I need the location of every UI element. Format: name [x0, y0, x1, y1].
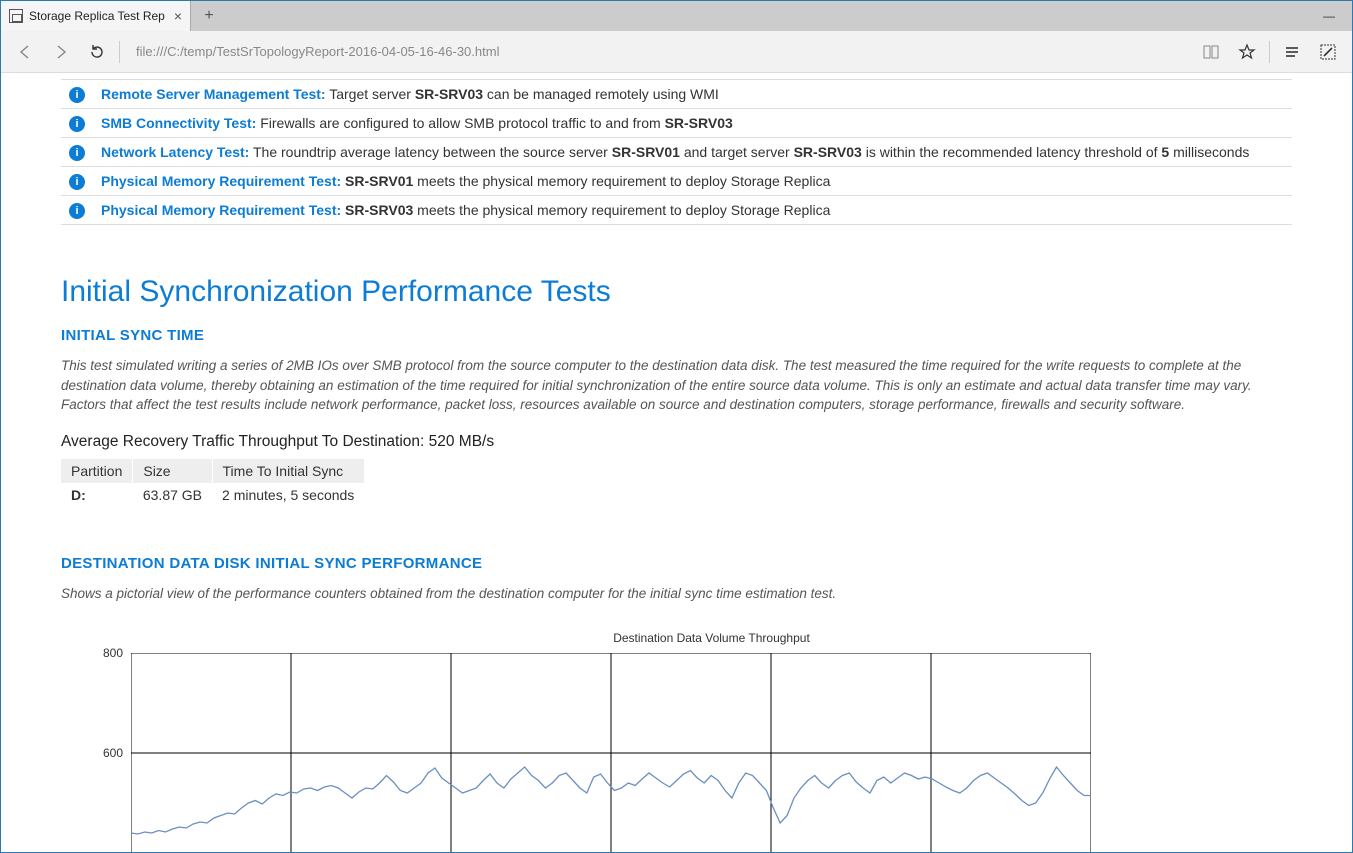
new-tab-button[interactable]: +	[191, 1, 227, 31]
test-text: SMB Connectivity Test: Firewalls are con…	[93, 109, 1292, 138]
back-button[interactable]	[11, 38, 39, 66]
reading-view-icon[interactable]	[1197, 38, 1225, 66]
dest-perf-description: Shows a pictorial view of the performanc…	[61, 584, 1292, 604]
address-bar[interactable]: file:///C:/temp/TestSrTopologyReport-201…	[128, 44, 1189, 59]
test-text: Physical Memory Requirement Test: SR-SRV…	[93, 167, 1292, 196]
throughput-chart: Destination Data Volume Throughput 600 80…	[61, 631, 1292, 852]
info-icon: i	[69, 203, 85, 219]
section-title: Initial Synchronization Performance Test…	[61, 275, 1292, 309]
test-row: i Remote Server Management Test: Target s…	[61, 80, 1292, 109]
minimize-button[interactable]: —	[1306, 1, 1352, 31]
sync-cell-size: 63.87 GB	[133, 483, 212, 507]
sync-cell-time: 2 minutes, 5 seconds	[212, 483, 364, 507]
metric-value: 520 MB/s	[429, 433, 494, 450]
sync-col-time: Time To Initial Sync	[212, 459, 364, 483]
info-icon-cell: i	[61, 196, 93, 225]
initial-sync-heading: INITIAL SYNC TIME	[61, 327, 1292, 344]
browser-tab[interactable]: Storage Replica Test Rep ×	[1, 1, 191, 31]
info-icon-cell: i	[61, 80, 93, 109]
metric-label: Average Recovery Traffic Throughput To D…	[61, 433, 429, 450]
test-text: Network Latency Test: The roundtrip aver…	[93, 138, 1292, 167]
test-text: Physical Memory Requirement Test: SR-SRV…	[93, 196, 1292, 225]
navbar: file:///C:/temp/TestSrTopologyReport-201…	[1, 31, 1352, 73]
initial-sync-description: This test simulated writing a series of …	[61, 356, 1292, 415]
info-icon: i	[69, 116, 85, 132]
page-icon	[9, 9, 23, 23]
tab-title: Storage Replica Test Rep	[29, 9, 166, 23]
page-content: i Remote Server Management Test: Target s…	[1, 73, 1352, 852]
info-icon-cell: i	[61, 167, 93, 196]
sync-col-size: Size	[133, 459, 212, 483]
sync-cell-partition: D:	[61, 483, 133, 507]
webnote-icon[interactable]	[1314, 38, 1342, 66]
test-text: Remote Server Management Test: Target se…	[93, 80, 1292, 109]
browser-window: Storage Replica Test Rep × + — file:///C…	[0, 0, 1353, 853]
chart-ytick: 800	[103, 646, 123, 660]
close-tab-icon[interactable]: ×	[174, 8, 182, 24]
info-icon-cell: i	[61, 138, 93, 167]
refresh-button[interactable]	[83, 38, 111, 66]
test-row: i Network Latency Test: The roundtrip ave…	[61, 138, 1292, 167]
hub-icon[interactable]	[1278, 38, 1306, 66]
forward-button[interactable]	[47, 38, 75, 66]
info-icon: i	[69, 145, 85, 161]
requirements-table: i Remote Server Management Test: Target s…	[61, 79, 1292, 225]
test-row: i Physical Memory Requirement Test: SR-SR…	[61, 196, 1292, 225]
favorite-icon[interactable]	[1233, 38, 1261, 66]
chart-ytick: 600	[103, 746, 123, 760]
test-row: i Physical Memory Requirement Test: SR-SR…	[61, 167, 1292, 196]
sync-col-partition: Partition	[61, 459, 133, 483]
titlebar: Storage Replica Test Rep × + —	[1, 1, 1352, 31]
dest-perf-heading: DESTINATION DATA DISK INITIAL SYNC PERFO…	[61, 555, 1292, 572]
info-icon: i	[69, 174, 85, 190]
chart-title: Destination Data Volume Throughput	[131, 631, 1292, 645]
throughput-metric: Average Recovery Traffic Throughput To D…	[61, 433, 1292, 451]
info-icon: i	[69, 87, 85, 103]
sync-table: Partition Size Time To Initial Sync D: 6…	[61, 459, 365, 507]
info-icon-cell: i	[61, 109, 93, 138]
test-row: i SMB Connectivity Test: Firewalls are co…	[61, 109, 1292, 138]
